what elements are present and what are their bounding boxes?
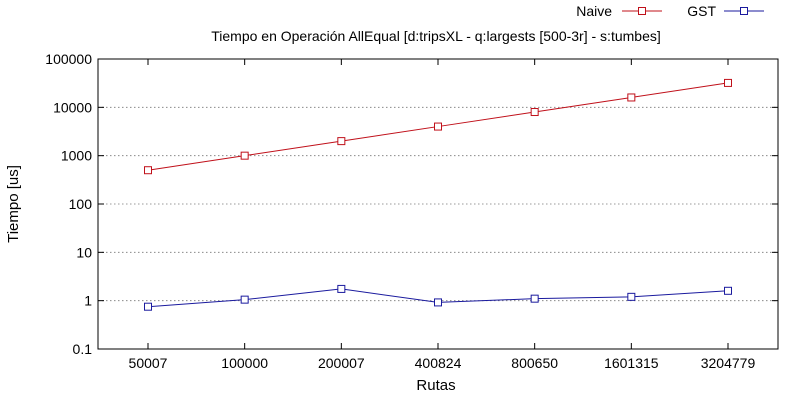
data-point-gst [530, 294, 539, 303]
series-group [144, 78, 732, 311]
legend-marker-naive [638, 7, 646, 15]
data-point-gst [144, 302, 152, 311]
legend-label-gst: GST [687, 3, 716, 19]
x-tick-label: 800650 [511, 355, 558, 371]
y-tick-label: 10000 [53, 99, 92, 115]
y-tick-label: 1 [84, 293, 92, 309]
x-tick-label: 3204779 [701, 355, 756, 371]
data-point-gst [434, 298, 442, 307]
legend-marker-gst [740, 7, 748, 15]
x-tick-label: 1601315 [604, 355, 659, 371]
data-point-gst [337, 284, 346, 293]
data-point-naive [724, 78, 732, 87]
y-tick-label: 100000 [45, 51, 92, 67]
x-tick-label: 50007 [129, 355, 168, 371]
data-point-gst [627, 292, 636, 301]
data-point-naive [627, 93, 636, 102]
x-tick-label: 200007 [318, 355, 365, 371]
legend-label-naive: Naive [576, 3, 612, 19]
axis-ticks: 0.1 1 10 100 1000 10000 100000 50007 100000 20000… [45, 51, 778, 371]
data-point-naive [337, 137, 346, 146]
y-tick-label: 1000 [61, 148, 92, 164]
data-point-naive [530, 108, 539, 117]
x-axis-label: Rutas [416, 377, 455, 394]
data-point-naive [240, 151, 249, 160]
y-tick-label: 0.1 [73, 341, 93, 357]
data-point-gst [240, 295, 249, 304]
chart-title: Tiempo en Operación AllEqual [d:tripsXL … [211, 28, 661, 44]
y-tick-label: 10 [76, 244, 92, 260]
data-point-naive [144, 166, 152, 175]
legend: Naive GST [576, 3, 764, 19]
data-point-gst [724, 286, 732, 295]
y-axis-label: Tiempo [us] [5, 165, 22, 243]
x-tick-label: 100000 [221, 355, 268, 371]
grid-lines [98, 106, 778, 302]
data-point-naive [434, 122, 442, 131]
y-tick-label: 100 [69, 196, 93, 212]
x-tick-label: 400824 [415, 355, 462, 371]
